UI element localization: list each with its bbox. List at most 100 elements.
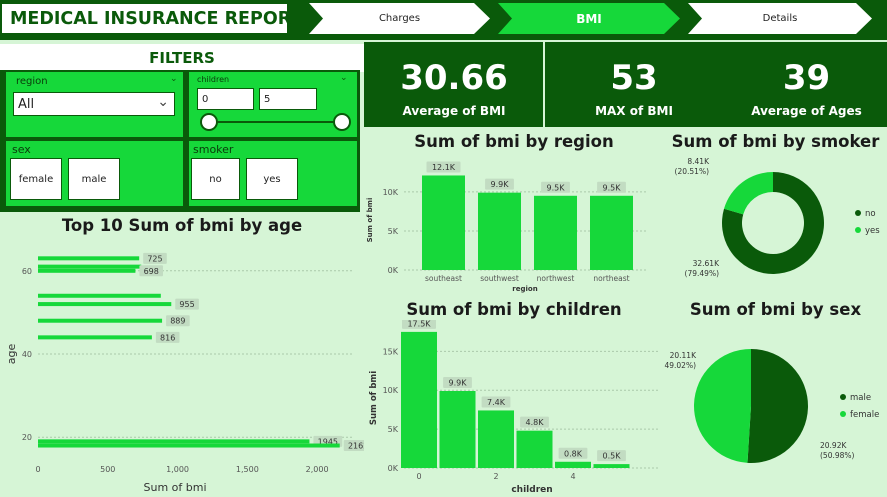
smoker-donut-chart: 32.61K(79.49%) no 8.41K(20.51%) yes [675,157,881,278]
kpi-avg-bmi-value: 30.66 [400,58,508,98]
y-tick-label: 60 [22,267,32,276]
kpi-avg-age-label: Average of Ages [751,104,862,118]
legend-label: no [865,209,876,219]
chevron-down-icon: ⌄ [157,94,169,110]
legend-label: yes [865,226,880,236]
data-label: 7.4K [487,398,506,407]
region-dropdown[interactable]: All ⌄ [13,92,175,116]
data-label: 2162 [348,442,364,451]
data-label-bg [541,181,570,193]
smoker-yes-tile[interactable]: yes [246,158,298,200]
bar [478,192,521,270]
nav-bmi-button[interactable]: BMI [498,3,680,34]
bar [38,268,136,273]
bar [38,318,163,323]
smoker-no-tile[interactable]: no [191,158,240,200]
kpi-avg-age-value: 39 [782,58,831,98]
x-tick-label: 4 [570,472,575,481]
bar [478,410,514,468]
data-label-bg [175,298,199,310]
bar [422,175,465,270]
bar [38,293,161,298]
y-axis-label: Sum of bmi [369,371,379,425]
nav-details-label: Details [762,13,798,24]
pie-slice [724,172,773,215]
y-tick-label: 0K [388,464,399,473]
bar [555,461,591,468]
data-label: 725 [147,254,162,263]
data-label: 8.41K [687,157,710,166]
data-label: 1945 [318,437,338,446]
filters-title: FILTERS [0,44,364,72]
chevron-down-icon[interactable]: ⌄ [170,74,178,84]
data-label: 9.9K [491,180,510,189]
data-label: 0.5K [603,452,622,461]
children-slider-track [208,121,343,123]
region-bar-chart: 0K 5K 10K 12.1K southeast 9.9K southwest 9.5K no… [366,161,646,293]
sex-slicer: sex female male [6,141,183,206]
legend-marker [855,210,861,216]
x-tick-label: southeast [425,274,462,283]
data-label-bg [402,320,436,329]
y-tick-label: 5K [388,425,399,434]
x-tick-label: northeast [593,274,629,283]
chevron-down-icon[interactable]: ⌄ [340,73,348,83]
bar [38,335,152,340]
y-tick-label: 10K [383,386,399,395]
filters-panel: region ⌄ All ⌄ children ⌄ 0 5 sex female… [0,70,360,212]
data-label-bg [155,331,180,343]
smoker-slicer: smoker no yes [189,141,357,206]
y-tick-label: 5K [388,227,399,236]
bar [38,256,140,261]
children-min-input[interactable]: 0 [197,88,254,110]
sex-slicer-label: sex [12,143,31,156]
data-label-bg [443,377,472,388]
pie-slice [722,172,824,274]
y-tick-label: 20 [22,433,32,442]
data-label-pct: (50.98%) [820,451,855,460]
legend-marker [840,411,846,417]
nav-arrow-shape [688,3,872,34]
data-label: 17.5K [407,320,431,328]
data-label: 20.92K [820,441,847,450]
kpi-max-bmi-label: MAX of BMI [595,104,673,118]
data-label-bg [481,396,511,408]
y-tick-label: 10K [383,188,399,197]
x-tick-label: 0 [416,472,421,481]
kpi-divider [543,42,545,127]
bar [38,302,172,307]
children-slicer-label: children [197,75,230,84]
data-label: 889 [170,317,185,326]
bar [38,439,310,444]
data-label: 4.8K [526,418,545,427]
children-max-input[interactable]: 5 [259,88,317,110]
age-chart-title: Top 10 Sum of bmi by age [61,216,303,235]
sex-pie-chart: 20.92K(50.98%) male 20.11K(49.02%) female [664,349,879,463]
data-label-bg [343,440,364,452]
data-label: 9.5K [603,183,622,192]
nav-arrow-shape [309,3,490,34]
children-slider-min-handle[interactable] [200,113,218,131]
region-slicer-label: region [16,76,48,87]
data-label: 816 [160,333,175,342]
kpi-avg-bmi-label: Average of BMI [402,104,506,118]
x-tick-label: northwest [537,274,575,283]
sex-male-tile[interactable]: male [68,158,120,200]
y-tick-label: 0K [388,266,399,275]
data-label-bg [597,450,626,462]
nav-arrow-shape [498,3,680,34]
smoker-chart-title: Sum of bmi by smoker [671,132,880,151]
nav-charges-button[interactable]: Charges [309,3,490,34]
sex-female-tile[interactable]: female [10,158,62,200]
legend-label: male [850,393,871,403]
nav-details-button[interactable]: Details [688,3,872,34]
report-title: MEDICAL INSURANCE REPORT [0,2,302,35]
x-tick-label: 2,000 [306,465,329,474]
x-axis-label: children [511,485,552,495]
region-dropdown-value: All [18,96,35,112]
age-bar-chart: 0 500 1,000 1,500 2,000 20 40 60 725 698 955 889 816… [5,252,364,494]
data-label-bg [139,265,164,277]
y-axis-label: Sum of bmi [366,198,374,243]
children-slider-max-handle[interactable] [333,113,351,131]
data-label: 698 [144,267,159,276]
